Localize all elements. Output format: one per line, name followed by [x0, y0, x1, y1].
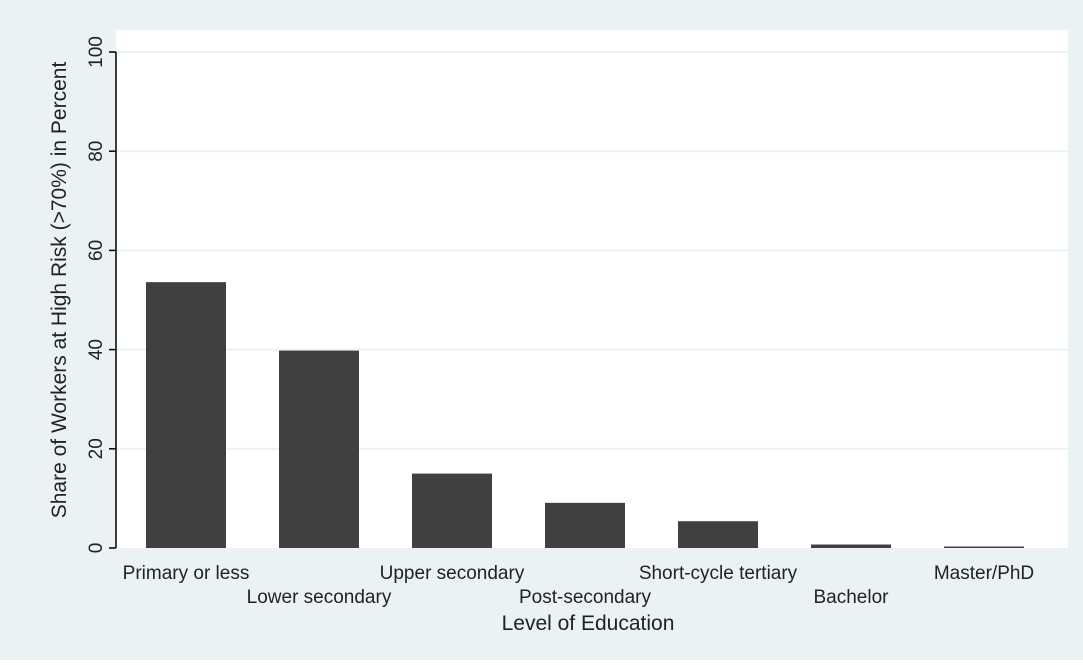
bar-2: [279, 350, 359, 548]
x-tick-labels: Primary or less Lower secondary Upper seco…: [123, 563, 1035, 608]
plot-area: [116, 30, 1068, 548]
gridlines: [116, 51, 1068, 450]
x-tick-label-6: Bachelor: [814, 587, 890, 608]
y-axis-title: Share of Workers at High Risk (>70%) in …: [48, 62, 71, 519]
y-tick-label-40: 40: [86, 339, 107, 360]
y-tick-label-0: 0: [86, 543, 107, 554]
bar-6: [811, 544, 891, 548]
bar-7: [944, 546, 1024, 548]
x-axis-title: Level of Education: [502, 612, 675, 635]
x-tick-label-2: Lower secondary: [247, 587, 392, 608]
x-tick-label-5: Short-cycle tertiary: [639, 563, 798, 584]
y-tick-label-20: 20: [86, 438, 107, 459]
y-tick-label-60: 60: [86, 240, 107, 261]
y-tick-label-80: 80: [86, 141, 107, 162]
x-tick-label-1: Primary or less: [123, 563, 250, 584]
bars: [146, 282, 1024, 548]
bar-5: [678, 521, 758, 548]
x-tick-label-3: Upper secondary: [380, 563, 525, 584]
x-tick-label-4: Post-secondary: [519, 587, 652, 608]
x-tick-label-7: Master/PhD: [934, 563, 1034, 584]
bar-1: [146, 282, 226, 548]
bar-3: [412, 473, 492, 548]
y-ticks: 0 20 40 60 80 100: [86, 36, 116, 553]
y-tick-label-100: 100: [86, 36, 107, 68]
bar-4: [545, 502, 625, 548]
